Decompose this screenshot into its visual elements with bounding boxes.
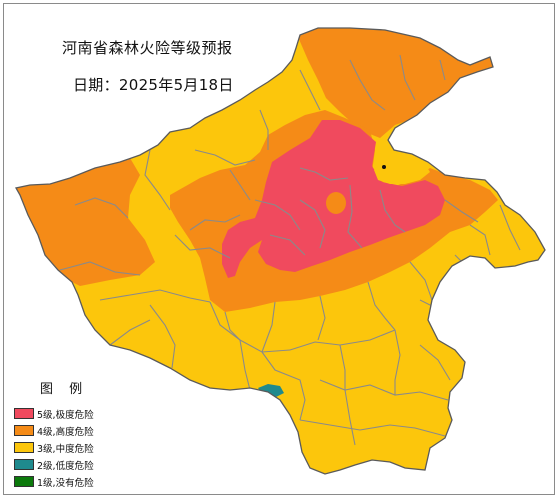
- map-title: 河南省森林火险等级预报: [62, 39, 233, 57]
- legend-title: 图 例: [40, 382, 89, 397]
- legend: 图 例 5级,极度危险 4级,高度危险 3级,中度危险 2级,低度危险 1级,没…: [14, 378, 134, 490]
- legend-item-level-4: 4级,高度危险: [14, 422, 134, 439]
- city-marker: [382, 165, 386, 169]
- zone-level-4-north: [295, 28, 495, 138]
- legend-label-level-2: 2级,低度危险: [37, 460, 94, 472]
- forecast-date: 日期：2025年5月18日: [73, 76, 234, 94]
- legend-label-level-1: 1级,没有危险: [37, 477, 94, 489]
- zone-level-3-pocket: [374, 155, 430, 184]
- legend-swatch-level-4: [14, 425, 34, 436]
- legend-item-level-5: 5级,极度危险: [14, 405, 134, 422]
- zone-level-4-hole: [326, 192, 346, 214]
- county-boundaries: [59, 54, 521, 446]
- legend-swatch-level-1: [14, 476, 34, 487]
- legend-item-level-2: 2级,低度危险: [14, 456, 134, 473]
- legend-swatch-level-2: [14, 459, 34, 470]
- legend-swatch-level-3: [14, 442, 34, 453]
- legend-item-level-1: 1级,没有危险: [14, 473, 134, 490]
- legend-label-level-3: 3级,中度危险: [37, 443, 94, 455]
- legend-swatch-level-5: [14, 408, 34, 419]
- zone-level-4-west: [16, 158, 155, 286]
- legend-label-level-5: 5级,极度危险: [37, 409, 94, 421]
- legend-item-level-3: 3级,中度危险: [14, 439, 134, 456]
- legend-label-level-4: 4级,高度危险: [37, 426, 94, 438]
